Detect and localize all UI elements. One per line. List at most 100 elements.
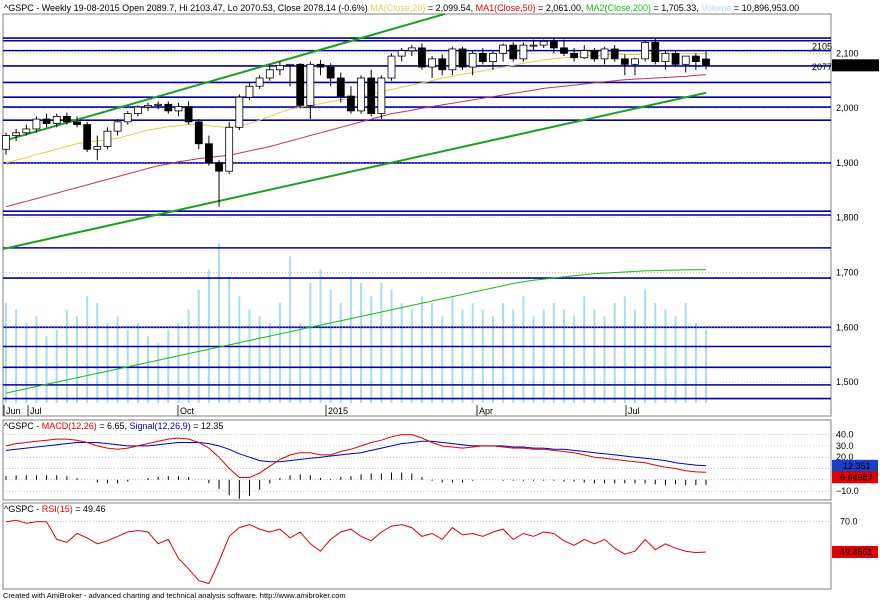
volume-bar	[654, 303, 657, 403]
candle-down	[438, 58, 447, 71]
volume-bar	[248, 309, 251, 403]
x-tick-label: Jun	[6, 406, 21, 416]
candle-up	[276, 65, 284, 71]
candle-down	[164, 103, 173, 112]
candle-down	[418, 47, 426, 68]
candle-up	[489, 52, 497, 62]
price-tick-label: 1,500	[836, 377, 859, 387]
volume-bar	[360, 283, 363, 403]
candle-up	[377, 77, 386, 115]
candle-up	[539, 40, 548, 46]
candle-up	[225, 126, 234, 172]
macd-tick-label: 40.0	[836, 430, 854, 440]
candle-up	[499, 44, 508, 54]
candle-down	[62, 115, 71, 123]
volume-bar	[573, 316, 576, 403]
rsi-tick-label: 70.0	[840, 517, 858, 527]
candle-down	[590, 50, 599, 60]
candle-down	[73, 121, 81, 125]
candle-down	[184, 106, 193, 123]
candle-down	[549, 40, 558, 49]
rsi-value-label: 49.4561	[840, 547, 873, 557]
candle-up	[255, 77, 264, 87]
candle-down	[651, 41, 660, 62]
volume-bar	[339, 303, 342, 403]
volume-bar	[705, 329, 707, 403]
price-tick-label: 2,000	[836, 103, 859, 113]
volume-bar	[116, 316, 119, 403]
candle-down	[458, 48, 467, 68]
candle-up	[22, 128, 31, 134]
volume-bar	[76, 316, 79, 403]
candle-down	[194, 121, 203, 145]
volume-bar	[380, 283, 383, 403]
candle-up	[2, 135, 10, 150]
candle-up	[32, 118, 41, 130]
volume-bar	[674, 316, 677, 403]
volume-bar	[420, 296, 423, 403]
volume-bar	[15, 309, 18, 403]
candle-down	[671, 52, 680, 65]
volume-bar	[157, 343, 160, 403]
last-price-badge	[832, 59, 879, 72]
x-tick-label: Jul	[628, 406, 640, 416]
candle-up	[52, 115, 61, 124]
candle-up	[93, 146, 102, 150]
signal-line	[5, 440, 707, 467]
candle-up	[103, 130, 112, 147]
volume-bar	[370, 296, 373, 403]
volume-bar	[481, 309, 484, 403]
rsi-chart-title: ^GSPC - RSI(15) = 49.46	[4, 504, 106, 514]
candle-up	[519, 44, 528, 60]
candle-down	[215, 162, 223, 172]
candle-up	[245, 85, 254, 98]
volume-bar	[633, 309, 636, 403]
candle-up	[154, 103, 163, 106]
volume-bar	[228, 276, 231, 403]
volume-bar	[96, 303, 99, 403]
rsi-panel-frame	[2, 502, 832, 590]
candle-down	[691, 55, 700, 62]
candle-up	[306, 63, 315, 106]
candle-up	[133, 106, 142, 115]
volume-bar	[136, 323, 139, 403]
x-tick-label: Apr	[479, 406, 493, 416]
volume-bar	[167, 329, 170, 403]
macd-tick-label: 30.0	[836, 441, 854, 451]
volume-bar	[532, 316, 535, 403]
volume-bar	[593, 309, 596, 403]
volume-bar	[491, 316, 494, 403]
volume-bar	[461, 309, 464, 403]
candle-up	[468, 52, 477, 68]
volume-bar	[562, 309, 565, 403]
candle-down	[83, 124, 92, 150]
candle-up	[428, 58, 436, 68]
candle-up	[397, 50, 406, 57]
macd-chart-title: ^GSPC - MACD(12,26) = 6.65, Signal(12,26…	[4, 421, 223, 431]
x-tick-label: Oct	[180, 406, 195, 416]
volume-bar	[35, 316, 38, 403]
candle-up	[387, 55, 396, 79]
macd-line	[5, 434, 707, 478]
candle-down	[296, 63, 305, 106]
rsi-value-badge	[832, 545, 878, 558]
price-tick-label: 1,800	[836, 213, 859, 223]
candle-up	[600, 48, 609, 60]
ma20-line	[5, 52, 707, 164]
price-chart: 1,500 1,600 1,700 1,800 1,900 2,000 2,100 2105 2…	[2, 12, 879, 416]
macd-value-label: 6.64987	[840, 472, 873, 482]
candle-up	[144, 105, 152, 108]
candle-up	[661, 52, 670, 62]
volume-bar	[187, 309, 190, 403]
volume-bar	[613, 303, 616, 403]
volume-bar	[65, 309, 68, 403]
volume-bar	[299, 323, 302, 403]
volume-bar	[522, 296, 525, 403]
candle-down	[610, 48, 619, 60]
volume-bar	[441, 316, 444, 403]
volume-bar	[45, 336, 48, 403]
candle-up	[580, 50, 589, 59]
candle-up	[357, 77, 365, 112]
volume-bar	[5, 303, 7, 403]
